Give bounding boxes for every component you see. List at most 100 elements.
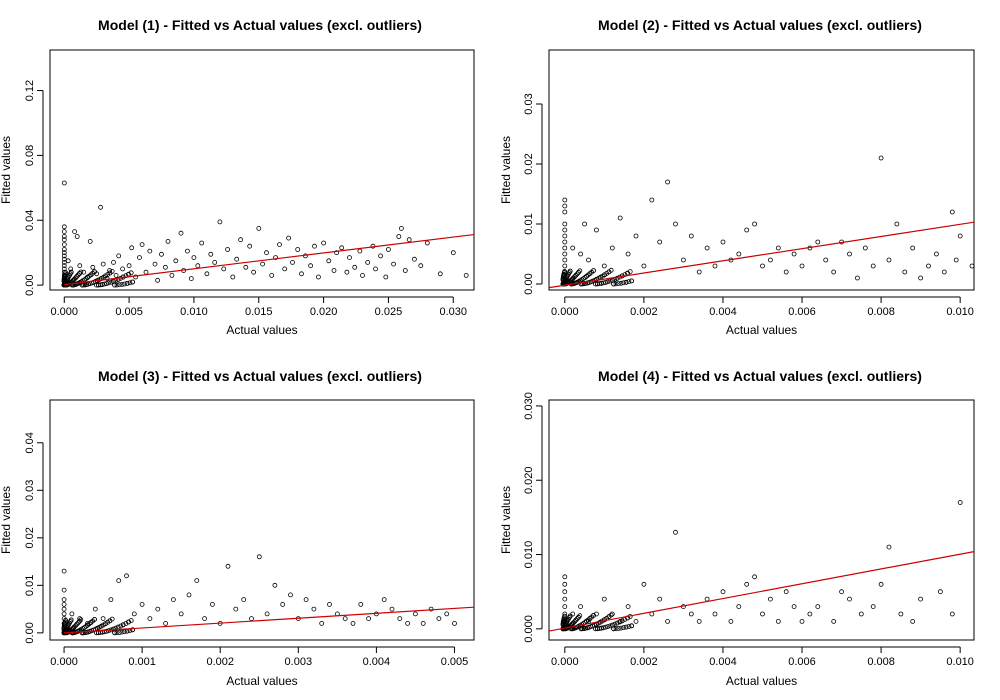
data-point — [752, 221, 757, 227]
data-point — [673, 529, 678, 535]
cluster-point — [591, 613, 596, 618]
data-point — [562, 197, 568, 203]
data-point — [352, 264, 358, 270]
data-point — [878, 581, 884, 587]
cluster-point — [613, 281, 619, 287]
x-axis-label: Actual values — [726, 323, 797, 337]
chart-title: Model (3) - Fitted vs Actual values (exc… — [98, 368, 422, 384]
data-point — [85, 621, 90, 626]
cluster-point — [567, 268, 573, 274]
cluster-point — [115, 276, 121, 282]
data-point — [775, 619, 781, 624]
y-tick-label: 0.020 — [523, 466, 535, 494]
x-tick-label: 0.005 — [115, 306, 143, 318]
data-point — [126, 263, 132, 269]
data-point — [61, 272, 67, 278]
data-point — [918, 596, 923, 602]
y-tick-label: 0.00 — [523, 273, 535, 294]
data-point — [61, 597, 67, 602]
data-point — [910, 619, 916, 624]
data-point — [124, 573, 129, 579]
data-point — [61, 276, 67, 282]
x-tick-label: 0.010 — [180, 306, 208, 318]
data-point — [760, 611, 765, 617]
data-point — [578, 604, 583, 609]
y-tick-label: 0.01 — [24, 575, 36, 596]
data-point — [570, 611, 576, 617]
data-point — [116, 253, 122, 259]
cluster-point — [607, 278, 613, 284]
data-point — [673, 221, 678, 227]
cluster-point — [74, 621, 80, 627]
data-point — [61, 237, 67, 243]
y-tick-label: 0.03 — [24, 480, 36, 501]
data-point — [186, 592, 192, 598]
data-point — [720, 239, 726, 245]
data-point — [633, 233, 639, 239]
data-point — [641, 263, 647, 269]
cluster-point — [124, 628, 130, 634]
data-point — [720, 589, 726, 595]
x-tick-label: 0.002 — [630, 656, 658, 668]
data-point — [312, 243, 317, 249]
data-point — [562, 221, 568, 227]
cluster-point — [614, 275, 620, 281]
data-point — [350, 621, 356, 626]
data-point — [72, 229, 77, 235]
cluster-point — [576, 269, 581, 275]
data-point — [81, 269, 87, 275]
cluster-point — [584, 273, 589, 279]
cluster-point — [585, 625, 590, 631]
cluster-point — [626, 624, 632, 629]
chart-title: Model (4) - Fitted vs Actual values (exc… — [598, 368, 922, 384]
y-tick-label: 0.04 — [24, 210, 36, 231]
data-point — [344, 269, 350, 275]
data-point — [381, 597, 387, 602]
cluster-point — [79, 630, 85, 636]
cluster-point — [561, 616, 567, 622]
x-tick-label: 0.000 — [551, 306, 579, 318]
data-point — [321, 240, 327, 246]
data-point — [61, 568, 67, 574]
data-point — [233, 606, 239, 612]
data-point — [444, 611, 450, 617]
data-point — [562, 278, 568, 284]
cluster-point — [126, 619, 131, 625]
cluster-point — [605, 279, 611, 285]
cluster-point — [112, 282, 117, 288]
data-point — [839, 589, 844, 595]
data-point — [92, 606, 98, 612]
data-point — [347, 255, 352, 261]
data-point — [768, 257, 773, 263]
x-axis-label: Actual values — [726, 674, 797, 688]
data-point — [562, 245, 568, 251]
cluster-point — [562, 613, 567, 619]
data-point — [858, 611, 864, 617]
cluster-point — [573, 617, 579, 623]
data-point — [949, 209, 955, 215]
data-point — [586, 257, 591, 263]
cluster-point — [114, 282, 120, 288]
cluster-point — [585, 280, 590, 286]
cluster-point — [594, 281, 600, 287]
data-point — [199, 240, 205, 246]
data-point — [162, 264, 168, 270]
cluster-point — [104, 281, 109, 286]
data-point — [339, 245, 345, 251]
data-point — [247, 243, 253, 249]
data-point — [436, 616, 442, 621]
data-point — [688, 611, 694, 617]
cluster-point — [602, 272, 607, 278]
data-point — [847, 251, 852, 257]
data-point — [783, 269, 789, 275]
data-point — [815, 604, 821, 609]
data-point — [562, 574, 568, 580]
data-point — [378, 253, 384, 259]
cluster-point — [591, 268, 596, 274]
data-point — [617, 215, 623, 221]
plot-frame — [49, 399, 475, 641]
data-point — [633, 619, 639, 624]
x-tick-label: 0.000 — [551, 656, 579, 668]
data-point — [424, 240, 430, 246]
chart-title: Model (2) - Fitted vs Actual values (exc… — [598, 17, 922, 33]
